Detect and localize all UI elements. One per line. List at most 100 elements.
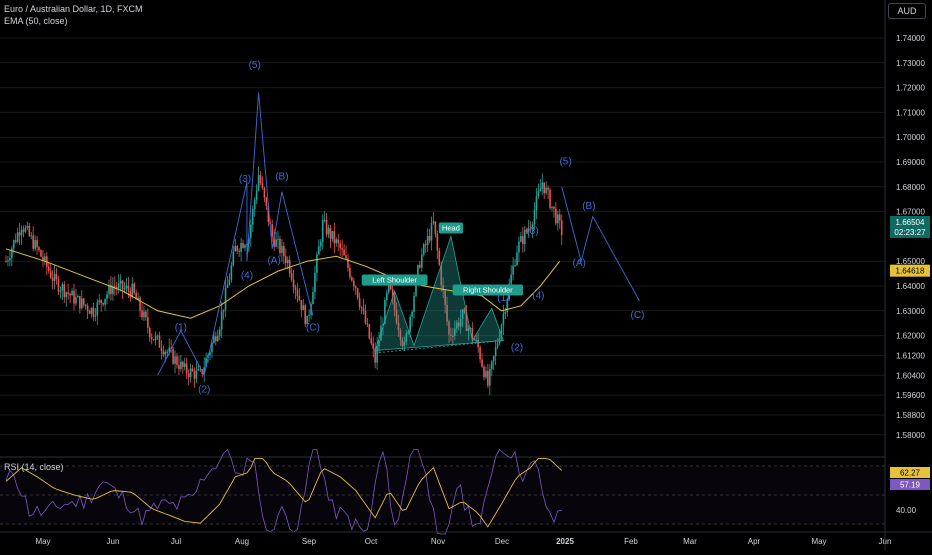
candle-body bbox=[384, 300, 386, 324]
candle-body bbox=[49, 271, 52, 278]
candle-body bbox=[535, 196, 538, 211]
wave-label[interactable]: (5) bbox=[559, 156, 571, 167]
candle-body bbox=[294, 287, 297, 290]
candle-body bbox=[166, 351, 169, 353]
time-tick-label: Dec bbox=[495, 537, 509, 546]
wave-label[interactable]: (2) bbox=[511, 342, 523, 353]
time-tick-label: Aug bbox=[235, 537, 249, 546]
candle-body bbox=[238, 250, 240, 252]
candle-body bbox=[487, 370, 489, 386]
candle-body bbox=[30, 235, 33, 237]
ema-legend[interactable]: EMA (50, close) bbox=[4, 16, 68, 26]
candle-body bbox=[240, 243, 242, 252]
candle-body bbox=[300, 299, 303, 311]
candle-body bbox=[158, 335, 161, 348]
candle-body bbox=[514, 265, 516, 267]
candle-body bbox=[193, 371, 196, 379]
wave-label[interactable]: (A) bbox=[267, 256, 280, 267]
candle-body bbox=[100, 300, 103, 303]
candle-body bbox=[61, 284, 64, 291]
candle-body bbox=[403, 342, 406, 346]
candle-body bbox=[327, 227, 330, 235]
candle-body bbox=[399, 330, 402, 340]
candle-body bbox=[354, 286, 357, 289]
candle-body bbox=[409, 316, 411, 332]
candle-body bbox=[318, 246, 320, 255]
rsi-legend[interactable]: RSI (14, close) bbox=[4, 462, 64, 472]
candle-body bbox=[63, 284, 66, 298]
wave-label[interactable]: (1) bbox=[175, 323, 187, 334]
instrument-legend[interactable]: Euro / Australian Dollar, 1D, FXCM bbox=[4, 4, 143, 14]
wave-label[interactable]: (4) bbox=[532, 290, 544, 301]
candle-body bbox=[164, 351, 167, 355]
candle-body bbox=[454, 328, 456, 336]
wave-label[interactable]: (A) bbox=[573, 258, 586, 269]
candle-body bbox=[502, 313, 505, 326]
candle-body bbox=[123, 288, 126, 290]
candle-body bbox=[426, 236, 429, 246]
candle-body bbox=[319, 241, 322, 247]
wave-label[interactable]: (4) bbox=[241, 271, 253, 282]
wave-label[interactable]: (B) bbox=[275, 171, 288, 182]
time-tick-label: May bbox=[35, 537, 50, 546]
candle-body bbox=[185, 363, 188, 374]
candle-body bbox=[257, 174, 260, 191]
candle-body bbox=[232, 251, 235, 266]
time-tick-label: Jul bbox=[171, 537, 181, 546]
price-tick-label: 1.59600 bbox=[896, 391, 925, 400]
price-tick-label: 1.65000 bbox=[896, 257, 925, 266]
wave-label[interactable]: (C) bbox=[306, 323, 320, 334]
currency-button[interactable]: AUD bbox=[888, 3, 926, 19]
candle-body bbox=[73, 290, 75, 304]
wave-label[interactable]: (3) bbox=[526, 226, 538, 237]
price-tick-label: 1.60400 bbox=[896, 371, 925, 380]
candle-body bbox=[302, 305, 305, 311]
wave-label[interactable]: (B) bbox=[582, 201, 595, 212]
wave-label[interactable]: (1) bbox=[497, 293, 509, 304]
candle-body bbox=[273, 236, 275, 247]
candle-body bbox=[160, 347, 163, 352]
candle-body bbox=[553, 206, 555, 209]
pattern-label[interactable]: Left Shoulder bbox=[372, 276, 417, 285]
candle-body bbox=[440, 264, 443, 286]
candle-body bbox=[92, 307, 95, 317]
candle-body bbox=[12, 240, 15, 249]
wave-label[interactable]: (C) bbox=[631, 310, 645, 321]
candle-body bbox=[395, 309, 398, 324]
candle-body bbox=[349, 267, 351, 278]
candle-body bbox=[323, 219, 326, 221]
candle-body bbox=[545, 187, 547, 194]
candle-body bbox=[413, 295, 415, 312]
candle-body bbox=[523, 229, 526, 245]
candle-body bbox=[504, 311, 507, 314]
candle-body bbox=[366, 323, 369, 325]
candle-body bbox=[533, 210, 536, 225]
candle-body bbox=[261, 183, 264, 188]
candle-body bbox=[69, 293, 71, 296]
candle-body bbox=[145, 311, 147, 318]
candle-body bbox=[463, 309, 466, 313]
wave-label[interactable]: (3) bbox=[239, 174, 251, 185]
pattern-label[interactable]: Head bbox=[442, 223, 460, 232]
candle-body bbox=[147, 317, 149, 328]
candle-body bbox=[84, 304, 87, 307]
candle-body bbox=[242, 243, 244, 248]
candle-body bbox=[459, 319, 462, 327]
candle-body bbox=[71, 290, 73, 296]
candle-body bbox=[265, 197, 268, 207]
candle-body bbox=[16, 232, 19, 242]
wave-label[interactable]: (2) bbox=[198, 385, 210, 396]
candle-body bbox=[9, 258, 11, 261]
wave-label[interactable]: (5) bbox=[249, 60, 261, 71]
candle-body bbox=[80, 298, 83, 309]
pattern-label[interactable]: Right Shoulder bbox=[463, 285, 513, 294]
candle-body bbox=[417, 265, 419, 278]
price-tick-label: 1.73000 bbox=[896, 59, 925, 68]
candle-body bbox=[135, 292, 137, 300]
last-price-value: 1.66504 bbox=[896, 218, 925, 227]
price-tick-label: 1.70000 bbox=[896, 133, 925, 142]
candle-body bbox=[150, 337, 153, 340]
candle-body bbox=[90, 307, 93, 314]
